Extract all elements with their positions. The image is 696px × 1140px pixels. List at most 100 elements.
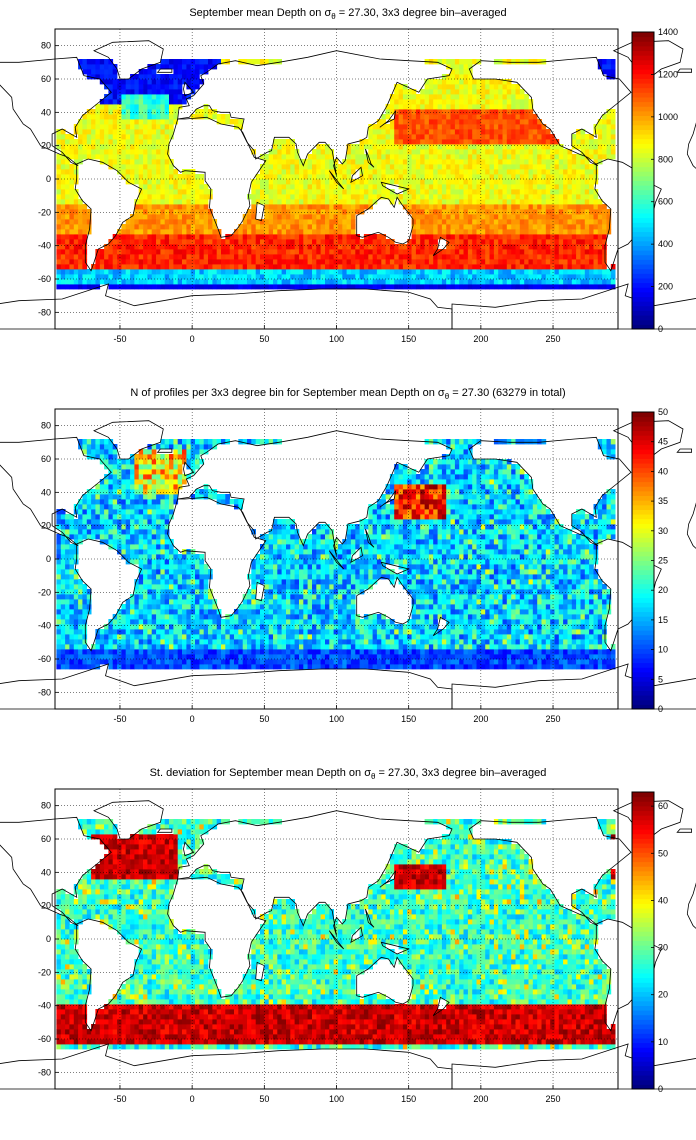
heatmap-cell (589, 259, 594, 265)
heatmap-cell (143, 654, 148, 660)
heatmap-cell (138, 654, 144, 660)
heatmap-cell (69, 649, 75, 655)
heatmap-cell (576, 274, 581, 280)
heatmap-cell (125, 174, 131, 180)
heatmap-cell (182, 664, 187, 670)
heatmap-cell (329, 214, 334, 220)
heatmap-cell (69, 274, 75, 280)
heatmap-cell (255, 199, 261, 205)
heatmap-cell (511, 654, 516, 660)
heatmap-cell (433, 99, 438, 105)
heatmap-cell (372, 184, 378, 190)
heatmap-cell (437, 149, 443, 155)
heatmap-cell (143, 209, 148, 215)
heatmap-cell (571, 189, 577, 195)
heatmap-cell (398, 139, 404, 145)
heatmap-cell (329, 654, 334, 660)
heatmap-cell (355, 179, 360, 185)
heatmap-cell (420, 159, 425, 165)
heatmap-cell (190, 74, 196, 80)
heatmap-cell (286, 184, 291, 190)
heatmap-cell (493, 189, 499, 195)
heatmap-cell (294, 274, 300, 280)
heatmap-cell (316, 234, 321, 240)
heatmap-cell (467, 244, 473, 250)
heatmap-cell (441, 109, 447, 115)
heatmap-cell (182, 79, 187, 85)
heatmap-cell (299, 654, 304, 660)
heatmap-cell (372, 129, 378, 135)
colorbar-step (632, 64, 654, 70)
heatmap-cell (528, 154, 534, 160)
heatmap-cell (428, 259, 434, 265)
heatmap-cell (489, 79, 495, 85)
heatmap-cell (489, 204, 495, 210)
heatmap-cell (242, 224, 248, 230)
heatmap-cell (476, 134, 482, 140)
heatmap-cell (476, 219, 482, 225)
heatmap-cell (329, 649, 334, 655)
heatmap-cell (260, 169, 265, 175)
heatmap-cell (99, 254, 105, 260)
heatmap-cell (597, 204, 603, 210)
heatmap-cell (433, 229, 438, 235)
heatmap-cell (480, 164, 486, 170)
heatmap-cell (78, 284, 83, 290)
heatmap-cell (303, 159, 308, 165)
heatmap-cell (151, 264, 157, 270)
heatmap-cell (424, 204, 430, 210)
heatmap-cell (307, 174, 313, 180)
heatmap-cell (337, 174, 343, 180)
heatmap-cell (160, 269, 166, 275)
heatmap-cell (329, 189, 334, 195)
heatmap-cell (472, 89, 477, 95)
heatmap-cell (121, 104, 127, 110)
heatmap-cell (112, 89, 118, 95)
heatmap-cell (208, 114, 213, 120)
heatmap-cell (428, 654, 434, 660)
heatmap-cell (589, 164, 594, 170)
heatmap-cell (446, 89, 451, 95)
heatmap-cell (515, 644, 521, 650)
heatmap-cell (268, 184, 274, 190)
heatmap-cell (108, 64, 114, 70)
heatmap-cell (571, 169, 577, 175)
heatmap-cell (316, 254, 321, 260)
heatmap-cell (268, 269, 274, 275)
heatmap-cell (112, 84, 118, 90)
heatmap-cell (359, 244, 365, 250)
heatmap-cell (238, 259, 243, 265)
heatmap-cell (86, 149, 92, 155)
heatmap-cell (160, 59, 166, 65)
heatmap-cell (446, 134, 451, 140)
heatmap-cell (325, 649, 330, 655)
heatmap-cell (424, 269, 430, 275)
heatmap-cell (134, 254, 140, 260)
heatmap-cell (528, 229, 534, 235)
heatmap-cell (229, 659, 235, 665)
heatmap-cell (234, 239, 239, 245)
heatmap-cell (86, 124, 92, 130)
heatmap-cell (450, 249, 456, 255)
heatmap-cell (108, 269, 114, 275)
heatmap-cell (437, 119, 443, 125)
heatmap-cell (177, 204, 183, 210)
heatmap-cell (511, 194, 516, 200)
heatmap-cell (199, 64, 205, 70)
heatmap-cell (247, 214, 252, 220)
heatmap-cell (441, 139, 447, 145)
heatmap-cell (294, 214, 300, 220)
heatmap-cell (610, 644, 616, 650)
heatmap-cell (528, 124, 534, 130)
heatmap-cell (294, 239, 300, 245)
heatmap-cell (541, 249, 547, 255)
heatmap-cell (108, 99, 114, 105)
heatmap-cell (73, 644, 79, 650)
heatmap-cell (420, 94, 425, 100)
heatmap-cell (424, 139, 430, 145)
heatmap-cell (195, 84, 200, 90)
heatmap-cell (454, 664, 460, 670)
heatmap-cell (415, 224, 421, 230)
heatmap-cell (532, 139, 538, 145)
heatmap-cell (515, 664, 521, 670)
